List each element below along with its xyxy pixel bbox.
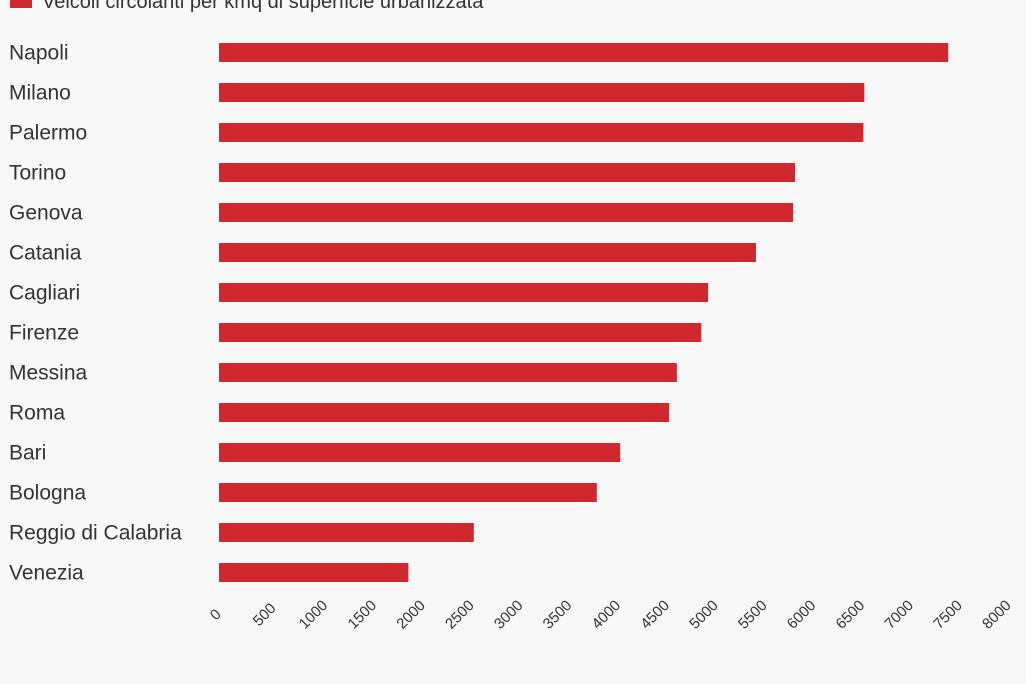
bars xyxy=(219,43,949,582)
x-tick-label: 7500 xyxy=(930,597,966,633)
x-tick-label: 2000 xyxy=(393,597,429,633)
y-axis-labels: Napoli Milano Palermo Torino Genova Catania Ca… xyxy=(9,42,182,585)
legend-label: Veicoli circolanti per kmq di superficie… xyxy=(42,0,484,13)
bar xyxy=(219,163,795,182)
bar xyxy=(219,83,865,102)
x-tick-label: 500 xyxy=(250,600,280,630)
x-tick-label: 1500 xyxy=(344,597,380,633)
bar xyxy=(219,43,949,62)
x-axis-tick-labels: 0 500 1000 1500 2000 2500 3000 3500 4000 4500 5000… xyxy=(207,597,1015,633)
category-label: Firenze xyxy=(9,322,79,345)
bar xyxy=(219,243,756,262)
x-tick-label: 2500 xyxy=(442,597,478,633)
category-label: Napoli xyxy=(9,42,69,65)
category-label: Palermo xyxy=(9,122,87,145)
bar xyxy=(219,563,409,582)
x-tick-label: 1000 xyxy=(296,597,332,633)
bar xyxy=(219,283,709,302)
x-tick-label: 0 xyxy=(207,606,225,624)
category-label: Catania xyxy=(9,242,82,265)
category-label: Genova xyxy=(9,202,83,225)
category-label: Venezia xyxy=(9,562,84,585)
legend: Veicoli circolanti per kmq di superficie… xyxy=(10,0,484,13)
category-label: Roma xyxy=(9,402,65,425)
category-label: Milano xyxy=(9,82,71,105)
x-tick-label: 6000 xyxy=(784,597,820,633)
x-tick-label: 5500 xyxy=(735,597,771,633)
category-label: Bologna xyxy=(9,482,86,505)
bar xyxy=(219,443,621,462)
bar xyxy=(219,203,794,222)
category-label: Bari xyxy=(9,442,46,465)
x-tick-label: 3500 xyxy=(540,597,576,633)
category-label: Torino xyxy=(9,162,66,185)
x-tick-label: 4500 xyxy=(637,597,673,633)
bar xyxy=(219,363,677,382)
bar xyxy=(219,483,597,502)
category-label: Messina xyxy=(9,362,88,385)
bar xyxy=(219,323,702,342)
x-tick-label: 6500 xyxy=(833,597,869,633)
x-tick-label: 3000 xyxy=(491,597,527,633)
x-tick-label: 4000 xyxy=(589,597,625,633)
x-tick-label: 7000 xyxy=(881,597,917,633)
bar xyxy=(219,523,474,542)
x-tick-label: 5000 xyxy=(686,597,722,633)
legend-swatch xyxy=(10,0,32,8)
category-label: Cagliari xyxy=(9,282,80,305)
bar xyxy=(219,123,864,142)
x-tick-label: 8000 xyxy=(979,597,1015,633)
bar xyxy=(219,403,670,422)
category-label: Reggio di Calabria xyxy=(9,522,182,545)
